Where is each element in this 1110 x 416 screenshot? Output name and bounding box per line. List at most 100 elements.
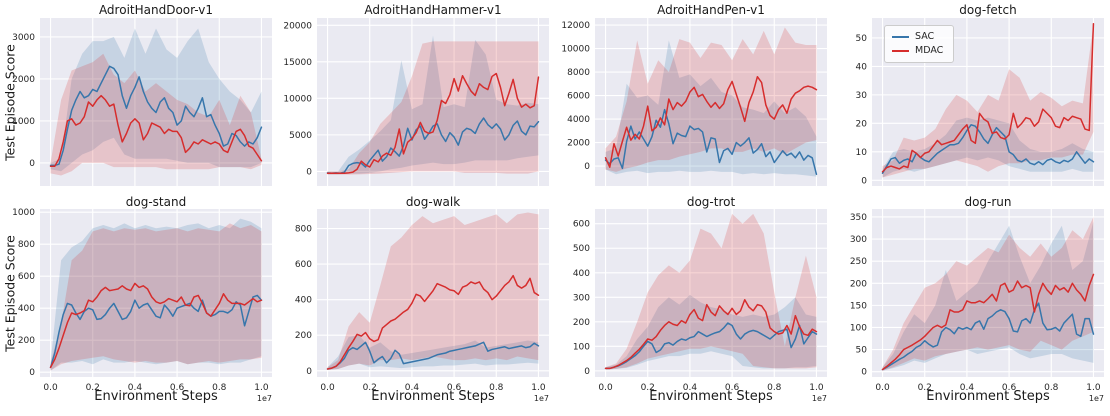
x-tick-label: 0.0: [875, 383, 890, 393]
y-tick-label: 0: [306, 167, 312, 177]
x-tick-label: 0.6: [725, 383, 740, 393]
chart-title: dog-fetch: [959, 3, 1017, 17]
y-tick-label: 0: [584, 162, 590, 172]
x-tick-label: 0.2: [363, 383, 377, 393]
x-tick-label: 0.4: [960, 383, 975, 393]
plot-area: [872, 209, 1104, 377]
sac-line: [881, 302, 1095, 371]
plot-canvas: 0 2000 4000 6000 8000 10000 12000: [561, 18, 827, 186]
x-tick-label: 0.2: [918, 383, 932, 393]
chart-title: AdroitHandPen-v1: [657, 3, 765, 17]
y-tick-label: 300: [573, 293, 590, 303]
plot-area: [40, 209, 272, 377]
y-tick-label: 40: [856, 62, 868, 72]
x-tick-label: 0.2: [86, 383, 100, 393]
y-tick-label: 300: [850, 235, 867, 245]
plot-area: [40, 18, 272, 186]
y-tick-label: 50: [856, 346, 868, 356]
sac-band: [327, 35, 539, 175]
x-axis-label: Environment Steps: [94, 389, 218, 404]
y-tick-label: 400: [295, 296, 312, 306]
y-tick-label: 2000: [567, 139, 590, 149]
x-tick-label: 0.0: [43, 383, 58, 393]
chart-title: dog-stand: [125, 195, 187, 209]
sac-band: [605, 40, 817, 177]
x-offset-label: 1e7: [812, 394, 827, 403]
sac-line-swatch: [892, 36, 909, 38]
y-tick-label: 0: [861, 176, 867, 186]
y-tick-label: 500: [573, 244, 590, 254]
y-tick-label: 0: [861, 368, 867, 378]
y-tick-label: 150: [850, 301, 867, 311]
x-tick-label: 0.4: [128, 383, 143, 393]
y-tick-label: 3000: [12, 33, 35, 43]
mdac-line: [604, 75, 818, 168]
y-tick-label: 0: [306, 367, 312, 377]
y-tick-label: 12000: [561, 21, 590, 31]
y-tick-label: 2000: [12, 75, 35, 85]
chart-title: dog-trot: [686, 195, 736, 209]
x-tick-label: 0.6: [170, 383, 185, 393]
plot-canvas: 0 5000 10000 15000 20000: [283, 18, 549, 186]
y-tick-label: 6000: [567, 92, 590, 102]
mdac-line: [881, 273, 1095, 371]
y-tick-label: 200: [18, 336, 35, 346]
y-tick-label: 10000: [561, 45, 590, 55]
sac-band: [50, 218, 262, 371]
legend-item-sac: SAC: [892, 30, 943, 44]
mdac-band: [882, 23, 1094, 178]
y-tick-label: 5000: [289, 131, 312, 141]
y-tick-label: 600: [18, 272, 35, 282]
chart-title: dog-run: [964, 195, 1012, 209]
y-tick-label: 250: [850, 257, 867, 267]
sac-line: [49, 294, 263, 369]
sac-line: [326, 341, 540, 370]
x-offset-label: 1e7: [534, 394, 549, 403]
y-tick-label: 20: [856, 119, 868, 129]
x-tick-label: 0.2: [641, 383, 655, 393]
sac-band: [50, 28, 262, 172]
y-tick-label: 10: [856, 148, 868, 158]
x-tick-label: 0.8: [489, 383, 504, 393]
y-tick-label: 15000: [283, 58, 312, 68]
x-tick-label: 0.4: [405, 383, 420, 393]
mdac-line-swatch: [892, 50, 909, 52]
mdac-band: [882, 216, 1094, 371]
y-tick-label: 600: [573, 220, 590, 230]
mdac-band: [605, 27, 817, 172]
y-tick-label: 20000: [283, 21, 312, 31]
y-tick-label: 1000: [12, 117, 35, 127]
x-tick-label: 0.0: [598, 383, 613, 393]
x-offset-label: 1e7: [1089, 394, 1104, 403]
chart-adroithandhammer-v1: AdroitHandHammer-v1 0 5000 10000 15000 20000: [277, 0, 555, 192]
y-tick-label: 800: [18, 240, 35, 250]
chart-dog-stand: dog-stand Test Episode Score 0 200 400 600 8…: [0, 192, 278, 416]
y-axis-label: Test Episode Score: [2, 235, 18, 352]
chart-title: AdroitHandDoor-v1: [98, 3, 214, 17]
chart-dog-trot: dog-trot 0 100 200 300 400 500 600 0.0 0.2 0.4 0.6…: [555, 192, 833, 416]
y-tick-label: 600: [295, 260, 312, 270]
x-tick-label: 1.0: [531, 383, 546, 393]
mdac-band: [50, 223, 262, 371]
plot-area: [595, 209, 827, 377]
x-axis-label: Environment Steps: [649, 389, 773, 404]
y-tick-label: 100: [573, 342, 590, 352]
y-tick-label: 0: [29, 159, 35, 169]
x-axis-label: Environment Steps: [926, 389, 1050, 404]
mdac-line: [604, 298, 818, 370]
sac-band: [327, 335, 539, 370]
y-tick-label: 100: [850, 323, 867, 333]
y-tick-label: 30: [856, 91, 868, 101]
mdac-line: [881, 22, 1095, 173]
x-tick-label: 0.6: [1002, 383, 1017, 393]
plot-area: [317, 18, 549, 186]
y-tick-label: 200: [850, 279, 867, 289]
legend: SAC MDAC: [884, 25, 955, 63]
sac-line: [49, 65, 263, 167]
mdac-band: [50, 53, 262, 176]
mdac-band: [327, 41, 539, 175]
